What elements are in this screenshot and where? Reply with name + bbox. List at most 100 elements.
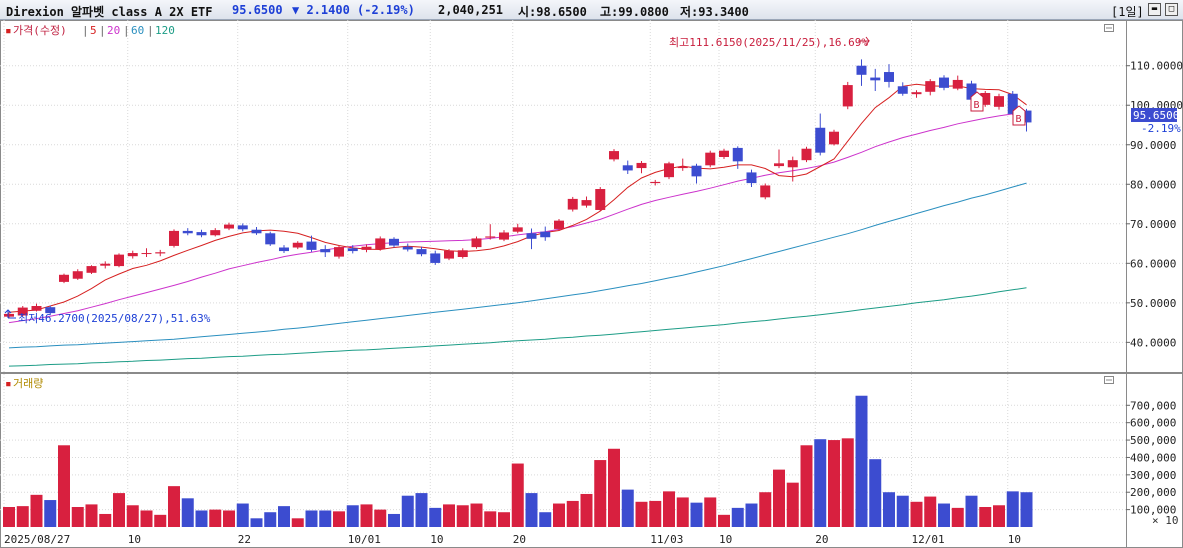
b-marker-2-text: B <box>1016 114 1022 125</box>
volume-legend: ▪ 거래량 <box>5 377 43 390</box>
candle-body <box>760 185 771 198</box>
candle-body <box>224 224 234 229</box>
candle-body <box>815 127 826 153</box>
volume-tick-label: 100,000 <box>1130 504 1176 517</box>
candle-body <box>17 307 28 316</box>
candle-body <box>471 238 482 248</box>
volume-bar <box>690 502 703 527</box>
volume-bar <box>415 493 428 527</box>
candle-body <box>787 160 798 168</box>
candle-body <box>746 172 757 184</box>
volume-bar <box>291 518 304 527</box>
date-tick-label: 20 <box>513 533 526 546</box>
candle-body <box>705 152 716 166</box>
volume-bar <box>676 497 689 527</box>
volume-bar <box>553 503 565 527</box>
legend-marker: ▪ <box>5 24 12 37</box>
candle-body <box>842 85 853 107</box>
volume-bar <box>44 500 57 527</box>
volume-tick-label: 200,000 <box>1130 486 1176 499</box>
volume-bar <box>635 501 648 527</box>
price-volume-chart[interactable]: ▪ 가격(수정) | 5 | 20 | 60 | 120 ▪ 거래량 110.0… <box>0 20 1183 548</box>
volume-bar <box>58 445 70 527</box>
candle-body <box>664 163 674 178</box>
high-annotation-arrow <box>858 36 870 46</box>
candle-body <box>416 249 427 255</box>
volume-bar <box>126 505 139 527</box>
candle-body <box>512 227 523 232</box>
volume-bar <box>236 503 249 527</box>
volume-bar <box>910 501 923 527</box>
candle-body <box>182 230 193 234</box>
price-change: ▼ 2.1400 (-2.19%) <box>292 3 415 17</box>
period-selector[interactable]: [1일] <box>1111 5 1144 19</box>
volume-bar <box>828 440 840 527</box>
legend-sep-1: | <box>82 24 89 37</box>
candle-body <box>581 200 592 206</box>
minimize-icon[interactable]: ▬ <box>1148 3 1161 16</box>
volume-tick-label: 400,000 <box>1130 451 1176 464</box>
instrument-name: Direxion 알파벳 class A 2X ETF <box>6 5 213 19</box>
volume-bar <box>99 513 112 527</box>
volume-tick-label: 500,000 <box>1130 434 1176 447</box>
candle-body <box>292 242 303 248</box>
b-marker-1 <box>970 91 984 112</box>
volume-bar <box>855 395 868 527</box>
volume-bar <box>443 504 455 527</box>
volume-bar <box>484 511 497 527</box>
candle-body <box>732 147 743 162</box>
candle-body <box>650 181 661 184</box>
volume-bar <box>168 486 180 527</box>
legend-ma120: 120 <box>155 24 175 37</box>
candle-body <box>966 83 977 100</box>
candle-body <box>1021 110 1032 123</box>
candle-body <box>485 236 496 238</box>
low-annotation-arrow <box>4 309 16 319</box>
candle-body <box>210 230 221 236</box>
volume-bar <box>896 495 909 527</box>
volume-bar <box>154 514 167 527</box>
open-readout: 시:98.6500 <box>518 5 587 19</box>
candle-body <box>567 198 578 210</box>
price-tick-label: 70.0000 <box>1130 218 1176 231</box>
candle-body <box>347 248 358 252</box>
candle-body <box>801 148 812 161</box>
ma120-line <box>8 287 1027 367</box>
volume-bar <box>759 492 772 527</box>
candle-body <box>719 150 729 158</box>
candle-body <box>361 246 372 250</box>
date-tick-label: 10 <box>430 533 443 546</box>
volume-bar <box>718 514 730 527</box>
volume-bar <box>525 493 538 527</box>
price-legend: ▪ 가격(수정) | 5 | 20 | 60 | 120 <box>5 24 175 37</box>
moving-average-lines <box>8 83 1027 367</box>
candle-body <box>939 77 949 88</box>
volume-bar <box>360 504 373 527</box>
b-marker-2 <box>1012 105 1026 126</box>
legend-price-label: 가격(수정) <box>13 24 67 37</box>
candle-body <box>127 253 138 257</box>
candle-body <box>952 79 963 89</box>
date-tick-label: 10/01 <box>348 533 381 546</box>
candle-body <box>457 250 468 257</box>
volume-bar <box>814 439 827 527</box>
legend-sep-3: | <box>123 24 130 37</box>
candle-body <box>279 247 289 252</box>
candle-body <box>237 225 248 230</box>
axis-labels: 110.0000100.000090.000080.000070.000060.… <box>4 60 1183 546</box>
candle-body <box>320 249 331 253</box>
volume-bar <box>346 505 359 527</box>
ma20-line <box>8 112 1027 324</box>
volume-bar <box>773 469 785 527</box>
date-tick-label: 10 <box>719 533 732 546</box>
maximize-icon[interactable]: □ <box>1165 3 1178 16</box>
volume-bar <box>223 510 235 527</box>
legend-ma60: 60 <box>131 24 144 37</box>
last-price-label: 95.6500 <box>1133 109 1179 122</box>
ma60-line <box>8 182 1027 349</box>
candle-body <box>155 252 166 254</box>
candle-body <box>169 230 179 246</box>
high-annotation-label: 최고111.6150(2025/11/25),16.69% <box>669 36 868 49</box>
candle-body <box>4 313 14 317</box>
volume-bar <box>401 495 414 527</box>
